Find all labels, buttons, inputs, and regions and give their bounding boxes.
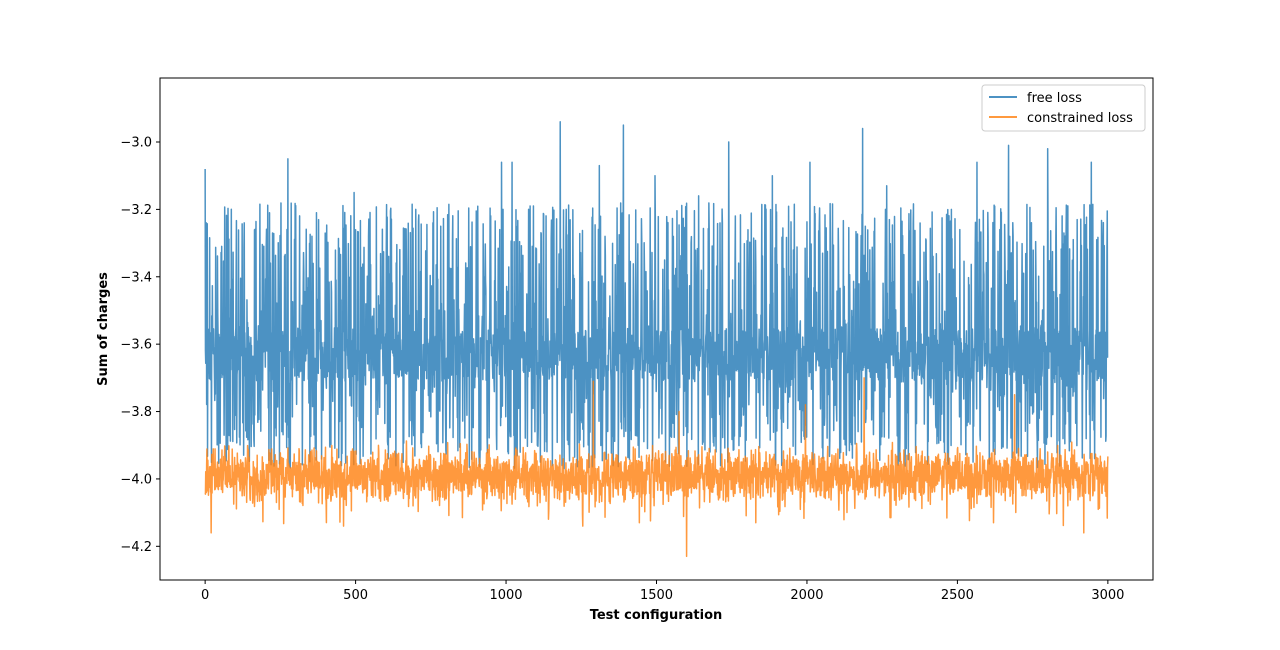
y-tick-label: −3.0 xyxy=(120,136,152,151)
x-tick-label: 500 xyxy=(343,588,368,603)
x-axis-label: Test configuration xyxy=(590,608,723,623)
legend-box xyxy=(981,84,1146,132)
legend-label-constrained-loss: constrained loss xyxy=(1027,111,1133,126)
y-tick-label: −4.0 xyxy=(120,472,152,487)
x-tick-label: 1500 xyxy=(640,588,673,603)
series-line-free-loss xyxy=(204,121,1109,470)
series-line-constrained-loss xyxy=(204,377,1109,558)
y-tick-label: −3.6 xyxy=(120,338,152,353)
legend: free loss constrained loss xyxy=(981,84,1146,132)
x-axis: 0 500 1000 1500 2000 2500 3000 xyxy=(201,580,1124,603)
x-tick-label: 2500 xyxy=(941,588,974,603)
y-tick-label: −3.8 xyxy=(120,405,152,420)
legend-label-free-loss: free loss xyxy=(1027,91,1082,106)
series-layer xyxy=(204,121,1109,558)
x-tick-label: 1000 xyxy=(489,588,522,603)
y-tick-label: −4.2 xyxy=(120,540,152,555)
y-axis: −4.2 −4.0 −3.8 −3.6 −3.4 −3.2 −3.0 xyxy=(120,136,160,555)
y-tick-label: −3.4 xyxy=(120,270,152,285)
y-tick-label: −3.2 xyxy=(120,203,152,218)
y-axis-label: Sum of charges xyxy=(96,272,111,386)
x-tick-label: 3000 xyxy=(1091,588,1124,603)
x-tick-label: 0 xyxy=(201,588,209,603)
x-tick-label: 2000 xyxy=(790,588,823,603)
